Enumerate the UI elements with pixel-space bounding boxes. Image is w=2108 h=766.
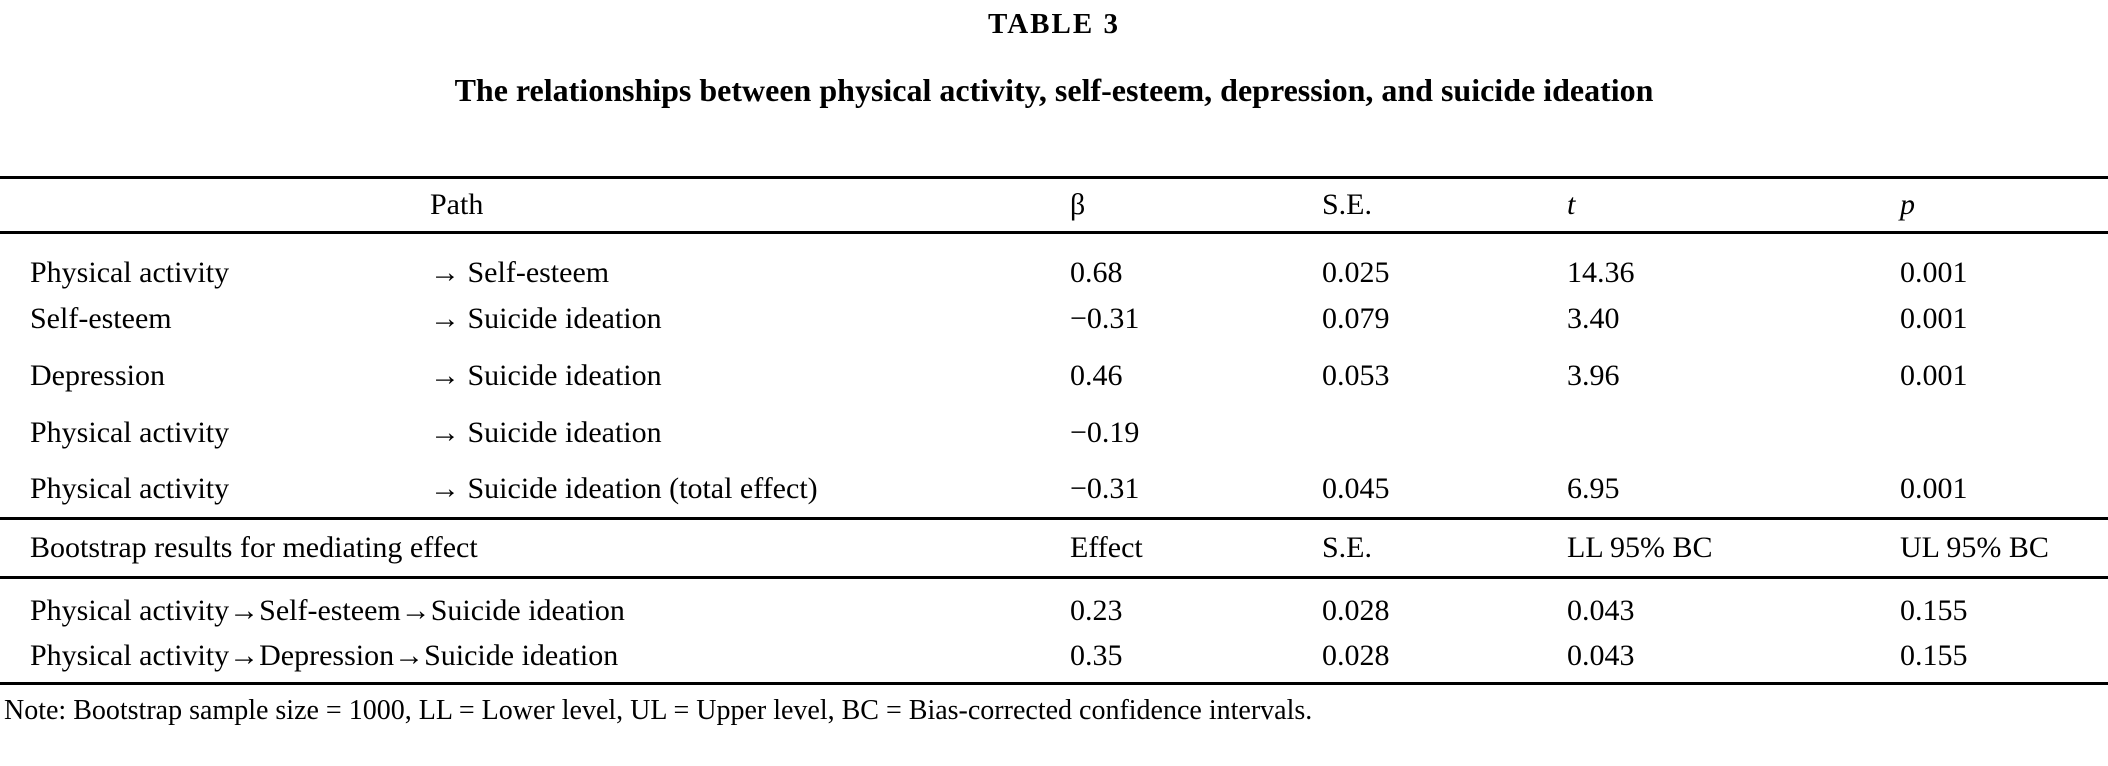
cell-t: 6.95 xyxy=(1567,471,1620,505)
col-header-boot-se: S.E. xyxy=(1322,530,1373,564)
cell-se: 0.028 xyxy=(1322,594,1390,628)
cell-path: → Suicide ideation xyxy=(430,358,662,392)
cell-se: 0.053 xyxy=(1322,358,1390,392)
table-row: Physical activity → Self-esteem 0.68 0.0… xyxy=(0,233,2108,291)
cell-p: 0.001 xyxy=(1900,471,1968,505)
cell-p: 0.001 xyxy=(1900,256,1968,289)
cell-beta: −0.31 xyxy=(1070,471,1140,505)
results-table: Path β S.E. t p Physical activity → Self… xyxy=(0,176,2108,685)
col-header-effect: Effect xyxy=(1070,530,1143,564)
table-note: Note: Bootstrap sample size = 1000, LL =… xyxy=(4,694,1313,726)
bootstrap-header-row: Bootstrap results for mediating effect E… xyxy=(0,518,2108,577)
cell-se: 0.079 xyxy=(1322,301,1390,335)
cell-t xyxy=(1567,404,1900,461)
table-caption: The relationships between physical activ… xyxy=(454,72,1654,108)
cell-variable: Physical activity xyxy=(30,471,230,505)
cell-p xyxy=(1900,404,2108,461)
col-header-se: S.E. xyxy=(1322,188,1373,221)
table-row: Depression → Suicide ideation 0.46 0.053… xyxy=(0,347,2108,404)
col-header-p: p xyxy=(1900,188,1915,221)
cell-variable: Physical activity xyxy=(30,256,230,289)
cell-effect: 0.23 xyxy=(1070,594,1123,628)
cell-se: 0.025 xyxy=(1322,256,1390,289)
bootstrap-results-section: Physical activity→Self-esteem→Suicide id… xyxy=(0,577,2108,683)
cell-se: 0.028 xyxy=(1322,638,1390,672)
cell-t: 3.96 xyxy=(1567,358,1620,392)
cell-ul: 0.155 xyxy=(1900,594,1968,628)
cell-ul: 0.155 xyxy=(1900,638,1968,672)
cell-mediation-path: Physical activity→Depression→Suicide ide… xyxy=(30,638,619,672)
cell-p: 0.001 xyxy=(1900,358,1968,392)
table-header: Path β S.E. t p xyxy=(0,177,2108,233)
cell-beta: −0.31 xyxy=(1070,301,1140,335)
table-row: Self-esteem → Suicide ideation −0.31 0.0… xyxy=(0,290,2108,347)
cell-beta: 0.68 xyxy=(1070,256,1123,289)
cell-se: 0.045 xyxy=(1322,471,1390,505)
cell-path: → Self-esteem xyxy=(430,256,610,289)
cell-path: → Suicide ideation (total effect) xyxy=(430,471,818,505)
cell-effect: 0.35 xyxy=(1070,638,1123,672)
cell-variable: Physical activity xyxy=(30,415,230,449)
col-header-ll: LL 95% BC xyxy=(1567,530,1713,564)
cell-mediation-path: Physical activity→Self-esteem→Suicide id… xyxy=(30,594,625,628)
col-header-ul: UL 95% BC xyxy=(1900,530,2049,564)
bootstrap-header-section: Bootstrap results for mediating effect E… xyxy=(0,518,2108,577)
table-row: Physical activity→Self-esteem→Suicide id… xyxy=(0,577,2108,630)
table-row: Physical activity→Depression→Suicide ide… xyxy=(0,630,2108,683)
cell-beta: 0.46 xyxy=(1070,358,1123,392)
cell-t: 14.36 xyxy=(1567,256,1635,289)
cell-variable: Depression xyxy=(30,358,165,392)
bootstrap-section-label: Bootstrap results for mediating effect xyxy=(30,530,478,564)
table-row: Physical activity → Suicide ideation −0.… xyxy=(0,404,2108,461)
cell-t: 3.40 xyxy=(1567,301,1620,335)
header-row: Path β S.E. t p xyxy=(0,177,2108,233)
cell-se xyxy=(1322,404,1567,461)
cell-path: → Suicide ideation xyxy=(430,301,662,335)
col-header-t: t xyxy=(1567,188,1576,221)
table-label: TABLE 3 xyxy=(988,8,1120,40)
col-header-stub xyxy=(0,178,430,233)
cell-path: → Suicide ideation xyxy=(430,415,662,449)
col-header-beta: β xyxy=(1070,188,1086,221)
table-row: Physical activity → Suicide ideation (to… xyxy=(0,461,2108,518)
cell-p: 0.001 xyxy=(1900,301,1968,335)
cell-beta: −0.19 xyxy=(1070,415,1140,449)
cell-variable: Self-esteem xyxy=(30,301,172,335)
cell-ll: 0.043 xyxy=(1567,594,1635,628)
cell-ll: 0.043 xyxy=(1567,638,1635,672)
path-coefficients-section: Physical activity → Self-esteem 0.68 0.0… xyxy=(0,233,2108,519)
col-header-path: Path xyxy=(430,188,484,221)
